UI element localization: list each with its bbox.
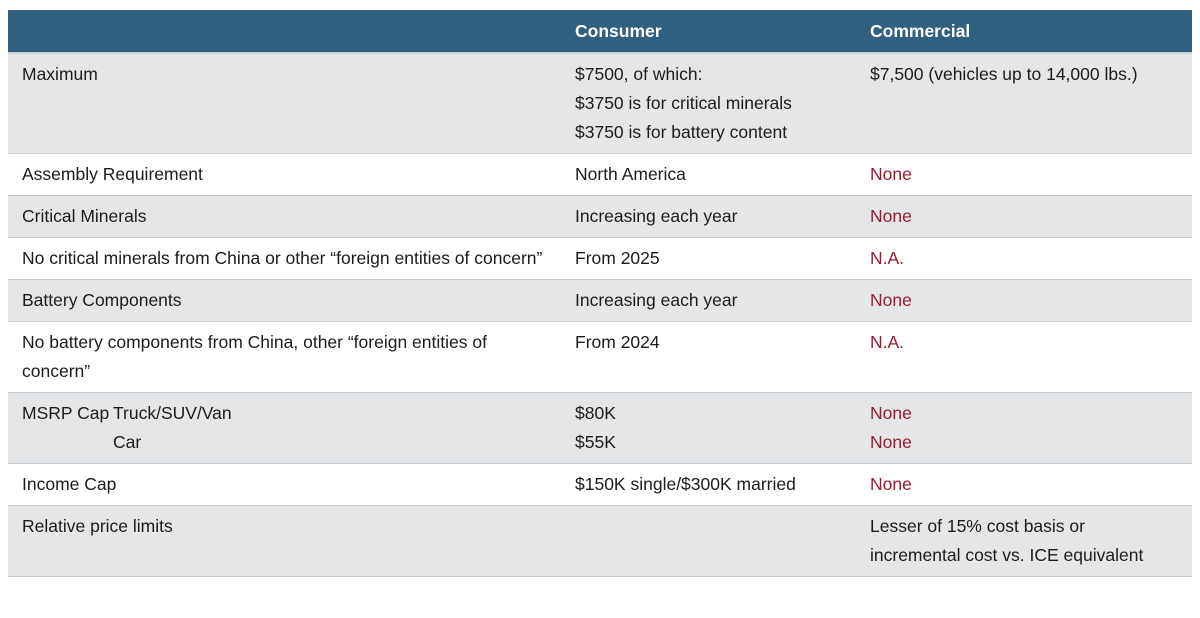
consumer-cell: $80K $55K [561,399,856,457]
table-row-no-critical-minerals-china: No critical minerals from China or other… [8,238,1192,280]
row-label-group: MSRP Cap Truck/SUV/Van Car [8,399,561,457]
cell-line: $80K [575,403,616,423]
row-label: MSRP Cap [22,403,110,423]
table-row-income-cap: Income Cap $150K single/$300K married No… [8,464,1192,506]
commercial-cell: N.A. [870,248,905,268]
commercial-cell: None [870,164,912,184]
row-label: No battery components from China, other … [22,332,487,381]
consumer-cell: Increasing each year [575,206,738,226]
commercial-cell: $7,500 (vehicles up to 14,000 lbs.) [856,60,1192,147]
cell-line: None [870,403,912,423]
cell-line: None [870,432,912,452]
row-sublabel: Car [113,432,142,452]
commercial-cell: None None [856,399,1192,457]
ev-credit-comparison-table: Consumer Commercial Maximum $7500, of wh… [8,10,1192,577]
cell-line: Lesser of 15% cost basis or [870,516,1085,536]
row-label: Assembly Requirement [22,164,203,184]
consumer-cell: From 2025 [575,248,660,268]
consumer-cell: Increasing each year [575,290,738,310]
cell-line: $7,500 (vehicles up to 14,000 lbs.) [870,64,1138,84]
table-row-maximum: Maximum $7500, of which: $3750 is for cr… [8,54,1192,154]
header-consumer: Consumer [575,20,662,41]
row-label: Income Cap [22,474,117,494]
cell-line: incremental cost vs. ICE equivalent [870,545,1144,565]
table-row-critical-minerals: Critical Minerals Increasing each year N… [8,196,1192,238]
row-sublabel: Truck/SUV/Van [113,403,232,423]
row-label: Maximum [22,64,98,84]
table-row-assembly: Assembly Requirement North America None [8,154,1192,196]
cell-line: $3750 is for battery content [575,122,788,142]
row-label: Critical Minerals [22,206,147,226]
table-row-relative-price-limits: Relative price limits Lesser of 15% cost… [8,506,1192,577]
commercial-cell: N.A. [870,332,905,352]
consumer-cell: $150K single/$300K married [575,474,796,494]
row-label: Battery Components [22,290,182,310]
commercial-cell: None [870,206,912,226]
header-commercial: Commercial [870,20,971,41]
table-row-no-battery-components-china: No battery components from China, other … [8,322,1192,393]
table-row-battery-components: Battery Components Increasing each year … [8,280,1192,322]
consumer-cell: From 2024 [575,332,660,352]
row-sublabels: Truck/SUV/Van Car [113,399,232,457]
cell-line: $7500, of which: [575,64,703,84]
commercial-cell: Lesser of 15% cost basis or incremental … [856,512,1192,570]
row-label: Relative price limits [22,516,173,536]
commercial-cell: None [870,474,912,494]
commercial-cell: None [870,290,912,310]
consumer-cell [561,512,856,570]
consumer-cell: $7500, of which: $3750 is for critical m… [561,60,856,147]
table-header-row: Consumer Commercial [8,10,1192,54]
cell-line: $55K [575,432,616,452]
cell-line: $3750 is for critical minerals [575,93,792,113]
consumer-cell: North America [575,164,686,184]
row-label: No critical minerals from China or other… [22,248,543,268]
table-row-msrp-cap: MSRP Cap Truck/SUV/Van Car $80K $55K Non… [8,393,1192,464]
